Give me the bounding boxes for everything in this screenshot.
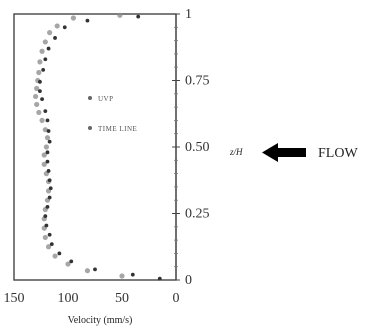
x-tick-label: 150 — [4, 291, 25, 306]
data-point-timeline — [38, 89, 42, 94]
data-point-uvp — [33, 93, 39, 100]
y-tick-label: 0 — [185, 273, 192, 288]
data-point-timeline — [85, 18, 90, 23]
data-point-timeline — [49, 242, 54, 246]
data-point-uvp — [41, 152, 47, 158]
data-point-timeline — [45, 150, 50, 155]
data-point-timeline — [46, 46, 51, 51]
data-point-timeline — [43, 57, 48, 62]
data-point-uvp — [41, 161, 47, 167]
data-point-uvp — [34, 85, 40, 92]
data-point-timeline — [47, 232, 52, 237]
data-point-uvp — [47, 30, 53, 36]
data-point-timeline — [47, 195, 52, 200]
data-point-timeline — [93, 267, 97, 272]
data-point-uvp — [37, 59, 43, 65]
data-point-uvp — [70, 15, 76, 21]
data-point-timeline — [130, 272, 135, 277]
data-point-timeline — [43, 214, 48, 219]
x-axis-title: Velocity (mm/s) — [68, 315, 133, 326]
y-tick-labels: 0 0.25 0.50 0.75 1 — [185, 7, 210, 288]
z-over-h-label: z/H — [229, 147, 243, 157]
legend: UVP TIME LINE — [88, 95, 137, 133]
data-point-timeline — [47, 139, 52, 144]
flow-label: FLOW — [318, 146, 358, 161]
data-point-uvp — [45, 244, 52, 250]
data-point-uvp — [34, 101, 40, 108]
data-point-timeline — [69, 259, 74, 264]
x-tick-labels: 150 100 50 0 — [4, 291, 180, 306]
data-point-uvp — [42, 127, 48, 133]
y-tick-label: 1 — [185, 7, 192, 22]
y-tick-label: 0.25 — [185, 207, 210, 222]
data-markers — [33, 12, 162, 281]
y-tick-label: 0.75 — [185, 74, 210, 89]
data-point-uvp — [44, 135, 51, 141]
data-point-timeline — [46, 169, 51, 173]
data-point-uvp — [36, 69, 42, 76]
data-point-uvp — [52, 253, 58, 259]
data-point-timeline — [57, 251, 62, 256]
data-point-uvp — [117, 12, 123, 18]
data-point-uvp — [65, 261, 71, 267]
data-point-timeline — [47, 178, 52, 183]
legend-marker-timeline — [88, 126, 92, 130]
data-point-uvp — [39, 48, 45, 54]
data-point-timeline — [45, 118, 50, 123]
legend-marker-uvp — [88, 96, 92, 100]
plot-frame — [13, 13, 177, 281]
data-point-uvp — [43, 144, 50, 150]
y-tick-label: 0.50 — [185, 140, 210, 155]
data-point-timeline — [157, 276, 162, 281]
axis-ticks — [172, 13, 180, 281]
data-point-uvp — [54, 23, 60, 29]
data-point-timeline — [48, 186, 53, 191]
data-point-timeline — [45, 159, 50, 164]
data-point-timeline — [53, 36, 57, 40]
legend-label-uvp: UVP — [98, 95, 114, 103]
data-point-timeline — [43, 109, 48, 113]
data-point-uvp — [42, 39, 48, 45]
data-point-uvp — [42, 234, 48, 241]
data-point-timeline — [41, 67, 46, 72]
data-point-timeline — [40, 97, 44, 102]
data-point-uvp — [36, 109, 42, 116]
data-point-uvp — [84, 268, 91, 274]
data-point-timeline — [46, 129, 51, 133]
data-point-uvp — [119, 273, 125, 279]
data-point-timeline — [136, 14, 141, 19]
x-tick-label: 50 — [115, 291, 129, 306]
x-tick-label: 100 — [58, 291, 79, 306]
flow-arrow-icon — [262, 143, 306, 162]
legend-label-timeline: TIME LINE — [98, 125, 137, 133]
data-point-timeline — [44, 223, 49, 228]
data-point-timeline — [62, 25, 67, 30]
data-point-timeline — [45, 204, 50, 209]
x-tick-label: 0 — [173, 291, 180, 306]
data-point-timeline — [38, 79, 42, 84]
data-point-uvp — [39, 117, 45, 123]
